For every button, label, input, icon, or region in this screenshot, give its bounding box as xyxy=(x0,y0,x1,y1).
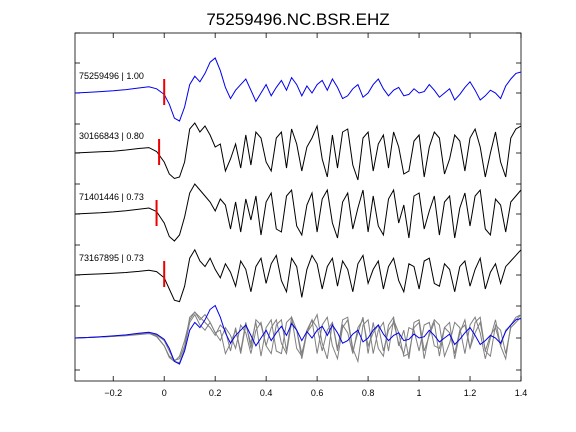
plot-frame xyxy=(74,32,522,382)
x-tick-label: 0.8 xyxy=(362,388,375,398)
x-tick-label: 0.2 xyxy=(209,388,222,398)
overlay-trace-73167895 xyxy=(74,313,522,364)
x-tick-label: 0.6 xyxy=(311,388,324,398)
trace-label-75259496: 75259496 | 1.00 xyxy=(79,71,144,81)
waveform-traces xyxy=(74,57,522,303)
pick-markers xyxy=(155,79,166,287)
x-tick-label: 1 xyxy=(417,388,422,398)
trace-label-73167895: 73167895 | 0.73 xyxy=(79,253,144,263)
trace-71401446 xyxy=(74,183,522,242)
trace-label-71401446: 71401446 | 0.73 xyxy=(79,192,144,202)
overlay-trace-30166843 xyxy=(74,311,522,364)
trace-label-30166843: 30166843 | 0.80 xyxy=(79,131,144,141)
x-tick-label: 1.2 xyxy=(464,388,477,398)
overlay-trace-71401446 xyxy=(74,311,522,363)
trace-75259496 xyxy=(74,57,522,122)
trace-labels: 75259496 | 1.00 30166843 | 0.80 71401446 |… xyxy=(79,71,144,263)
overlay-stack xyxy=(74,304,522,365)
x-tick-label: −0.2 xyxy=(104,388,122,398)
chart-title: 75259496.NC.BSR.EHZ xyxy=(206,10,389,29)
trace-73167895 xyxy=(74,248,522,303)
trace-30166843 xyxy=(74,122,522,181)
x-tick-label: 0.4 xyxy=(260,388,273,398)
x-tick-label: 0 xyxy=(162,388,167,398)
overlay-trace-75259496 xyxy=(74,304,522,365)
x-tick-label: 1.4 xyxy=(515,388,528,398)
x-axis: −0.2 0 0.2 0.4 0.6 0.8 1 1.2 1.4 xyxy=(104,33,527,398)
